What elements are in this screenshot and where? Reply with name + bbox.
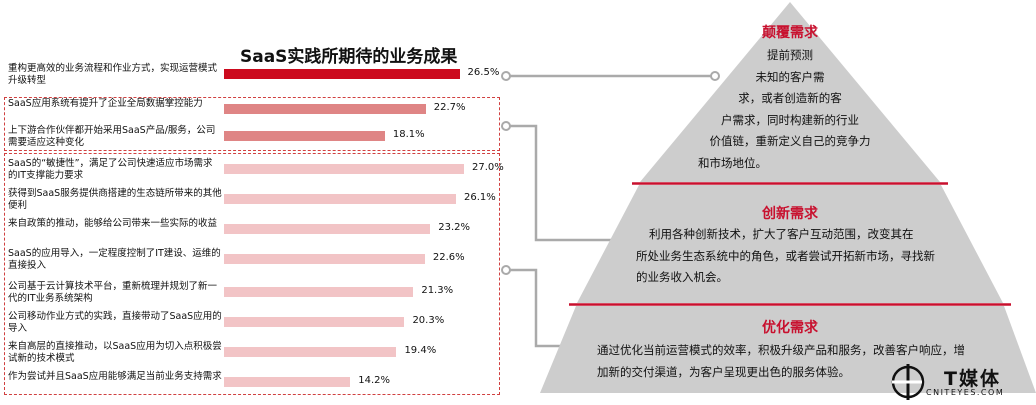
tier-title-innovation: 创新需求	[762, 206, 818, 222]
bar-category-label: 上下游合作伙伴都开始采用SaaS产品/服务，公司需要适应这种变化	[8, 125, 216, 148]
connector-lines	[506, 74, 715, 348]
logo-mark-icon	[891, 364, 925, 400]
tier-line: 价值链，重新定义自己的竞争力	[709, 134, 871, 148]
group-box-innovation	[4, 97, 500, 151]
bar-category-label: 来自政策的推动，能够给公司带来一些实际的收益	[8, 218, 218, 229]
tier-line: 求，或者创造新的客	[738, 91, 842, 105]
tier-text-optimization: 通过优化当前运营模式的效率，积极升级产品和服务，改善客户响应，增 加新的交付渠道…	[597, 340, 997, 383]
bar	[224, 131, 385, 141]
tier-line: 的业务收入机会。	[636, 270, 728, 284]
logo-name: T媒体	[944, 368, 1001, 390]
tier-line: 通过优化当前运营模式的效率，积极升级产品和服务，改善客户响应，增	[597, 343, 965, 357]
tier-text-innovation: 利用各种创新技术，扩大了客户互动范围，改变其在 所处业务生态系统中的角色，或者尝…	[636, 224, 956, 289]
pyramid-tier-optimization	[540, 306, 1036, 393]
connector-optimization	[506, 268, 566, 348]
bar	[224, 224, 431, 234]
bar-category-label: 重构更高效的业务流程和作业方式，实现运营模式升级转型	[8, 63, 218, 86]
tier-line: 利用各种创新技术，扩大了客户互动范围，改变其在	[649, 227, 914, 241]
group-box-optimization	[4, 153, 500, 395]
bar-category-label: 获得到SaaS服务提供商搭建的生态链所带来的其他便利	[8, 188, 222, 211]
tier-text-disruptive: 提前预测 未知的客户需 求，或者创造新的客 户需求，同时构建新的行业 价值链，重…	[690, 45, 890, 174]
tier-line: 所处业务生态系统中的角色，或者尝试开拓新市场，寻找新	[636, 248, 935, 263]
bar-category-label: SaaS应用系统有提升了企业全局数据掌控能力	[8, 98, 203, 109]
bar	[224, 287, 414, 297]
bar-category-label: 来自高层的直接推动，以SaaS应用为切入点积极尝试新的技术模式	[8, 341, 222, 364]
tier-line: 未知的客户需	[755, 69, 825, 84]
bar-value-label: 18.1%	[392, 129, 425, 140]
bar-value-label: 21.3%	[421, 285, 454, 296]
bar-value-label: 23.2%	[438, 222, 470, 233]
bar-value-label: 26.5%	[467, 67, 500, 78]
chart-title: SaaS实践所期待的业务成果	[240, 47, 458, 67]
bar-value-label: 26.1%	[464, 192, 496, 203]
bar-category-label: 公司移动作业方式的实践，直接带动了SaaS应用的导入	[8, 311, 222, 334]
bar-value-label: 19.4%	[404, 345, 437, 356]
bar-category-label: SaaS的应用导入，一定程度控制了IT建设、运维的直接投入	[8, 248, 221, 271]
bar	[224, 347, 397, 357]
tier-line: 和市场地位。	[698, 155, 767, 170]
pyramid-tier-disruptive	[640, 2, 940, 182]
tier-line: 提前预测	[767, 48, 813, 62]
tier-line: 户需求，同时构建新的行业	[721, 112, 859, 127]
bar-value-label: 22.7%	[433, 102, 466, 113]
bar	[224, 317, 405, 327]
cniteyes-logo: T媒体 CNITEYES.COM	[888, 362, 1028, 402]
bar-value-label: 22.6%	[432, 252, 465, 263]
logo-url: CNITEYES.COM	[926, 388, 1005, 397]
bar-category-label: SaaS的“敏捷性”，满足了公司快速适应市场需求的IT支撑能力要求	[8, 158, 213, 181]
bar-value-label: 27.0%	[472, 162, 504, 173]
bar	[224, 164, 464, 174]
pyramid-tier-innovation	[577, 185, 1003, 303]
bar	[224, 194, 456, 204]
bar-category-label: 作为尝试并且SaaS应用能够满足当前业务支持需求	[8, 371, 222, 382]
tier-title-optimization: 优化需求	[762, 320, 818, 336]
bar-category-label: 公司基于云计算技术平台，重新梳理并规划了新一代的IT业务系统架构	[8, 281, 218, 304]
connector-innovation	[506, 124, 663, 242]
bar-value-label: 20.3%	[412, 315, 445, 326]
tier-title-disruptive: 颠覆需求	[762, 25, 818, 41]
tier-line: 加新的交付渠道，为客户呈现更出色的服务体验。	[597, 364, 850, 379]
bar	[224, 104, 426, 114]
bar-value-label: 14.2%	[358, 375, 390, 386]
bar	[224, 377, 351, 387]
bar	[224, 254, 425, 264]
bar	[224, 69, 460, 79]
